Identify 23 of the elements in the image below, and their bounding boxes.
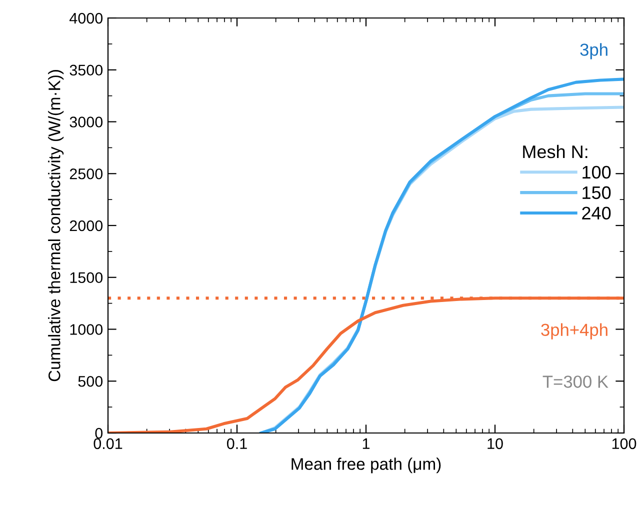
x-tick-label: 0.1 <box>226 438 247 450</box>
y-tick-label: 1000 <box>70 324 103 335</box>
x-axis-title: Mean free path (μm) <box>292 458 441 474</box>
y-tick-label: 4000 <box>70 12 103 24</box>
x-tick-label: 0.01 <box>94 438 122 450</box>
legend-title: Mesh N: <box>523 144 588 158</box>
y-tick-label: 3000 <box>70 116 103 128</box>
y-tick-label: 500 <box>78 376 103 387</box>
legend-label: 100 <box>582 166 611 179</box>
y-tick-label: 3500 <box>70 64 103 76</box>
annotation: T=300 K <box>542 376 608 388</box>
x-tick-label: 100 <box>612 438 636 450</box>
y-tick-label: 0 <box>95 428 103 439</box>
y-tick-label: 2500 <box>70 168 103 180</box>
annotation: 3ph <box>580 43 608 60</box>
y-tick-label: 2000 <box>70 220 103 232</box>
y-tick-label: 1500 <box>70 272 103 284</box>
x-tick-label: 10 <box>488 438 503 450</box>
annotation: 3ph+4ph <box>541 323 608 340</box>
legend-label: 240 <box>582 206 611 220</box>
y-axis-title: Cumulative thermal conductivity (W/(m·K)) <box>48 70 64 382</box>
legend-label: 150 <box>582 186 611 200</box>
x-tick-label: 1 <box>362 438 370 449</box>
